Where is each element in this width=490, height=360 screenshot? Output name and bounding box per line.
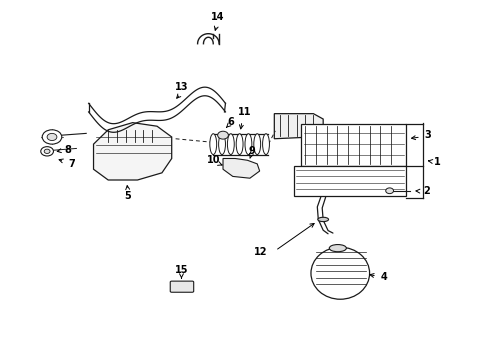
Text: 1: 1	[434, 157, 441, 167]
Polygon shape	[274, 114, 323, 139]
Polygon shape	[223, 158, 260, 178]
Circle shape	[386, 188, 393, 194]
Text: 5: 5	[124, 191, 131, 201]
Text: 14: 14	[211, 12, 225, 22]
Text: 15: 15	[175, 265, 188, 275]
Text: 9: 9	[249, 146, 256, 156]
Ellipse shape	[318, 217, 329, 222]
Ellipse shape	[210, 134, 217, 154]
Polygon shape	[94, 123, 172, 180]
FancyBboxPatch shape	[170, 281, 194, 292]
Text: 13: 13	[175, 82, 188, 92]
Circle shape	[44, 149, 50, 153]
Ellipse shape	[219, 134, 225, 154]
Text: 3: 3	[425, 130, 432, 140]
Text: 2: 2	[423, 186, 430, 197]
Text: 8: 8	[65, 144, 72, 154]
Ellipse shape	[311, 247, 369, 299]
Bar	[294, 166, 406, 196]
Ellipse shape	[236, 134, 243, 154]
Text: 6: 6	[227, 117, 234, 127]
Ellipse shape	[254, 134, 261, 154]
Circle shape	[41, 147, 53, 156]
Ellipse shape	[227, 134, 234, 154]
Circle shape	[47, 134, 57, 140]
Bar	[301, 125, 406, 166]
Circle shape	[218, 131, 228, 139]
Text: 11: 11	[238, 107, 252, 117]
Text: 7: 7	[68, 159, 75, 169]
Circle shape	[42, 130, 62, 144]
Text: 4: 4	[381, 272, 388, 282]
Ellipse shape	[263, 134, 270, 154]
Ellipse shape	[245, 134, 252, 154]
Ellipse shape	[329, 244, 346, 252]
Text: 10: 10	[206, 155, 220, 165]
Text: 12: 12	[254, 247, 268, 257]
